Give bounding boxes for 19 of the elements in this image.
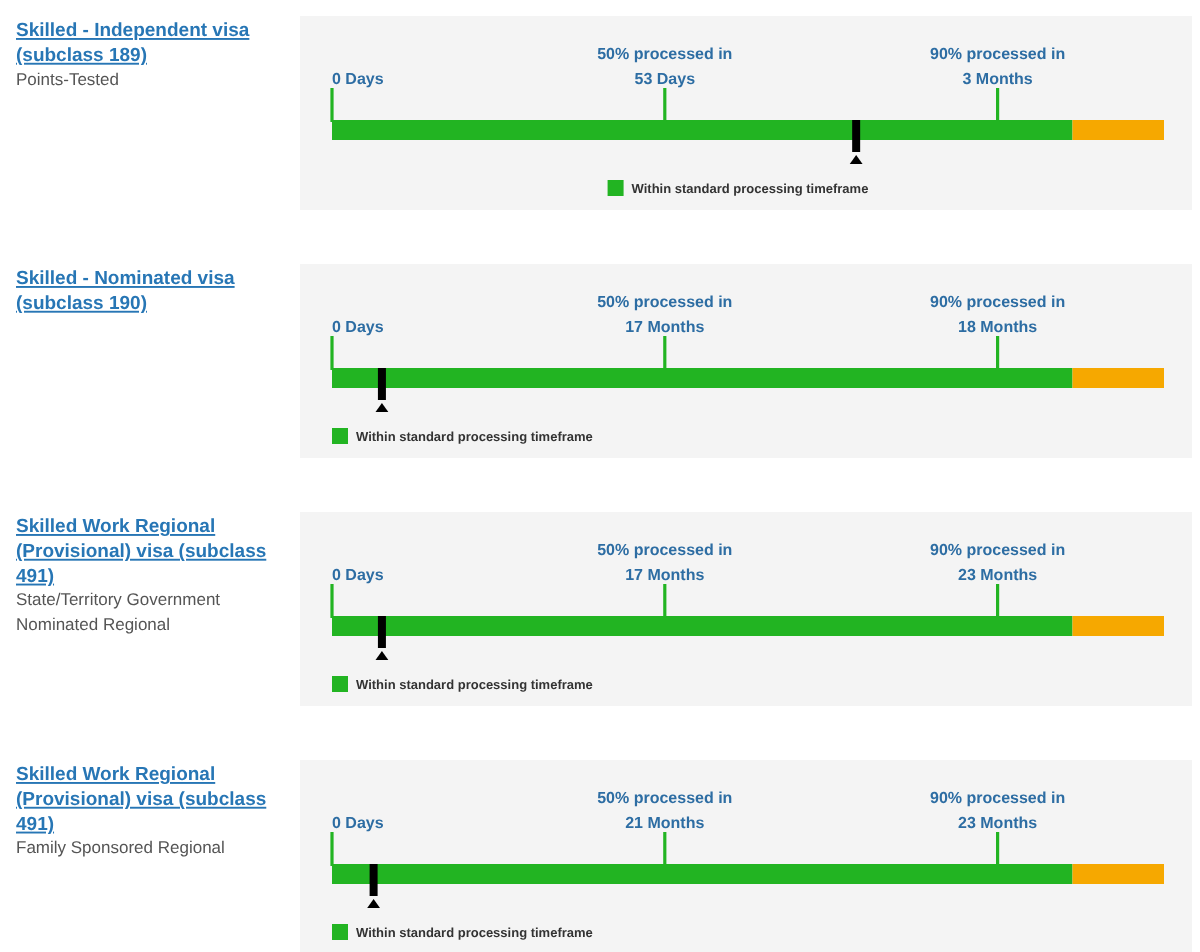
ref-line-label: 50% processed in 53 Days: [597, 45, 733, 88]
text: Skilled Work Regional (Provisional) visa (subclass 491): [16, 764, 267, 836]
ref-line-label: 0 Days: [332, 318, 385, 336]
text: Skilled - Nominated visa (subclass 190): [16, 268, 236, 315]
ref-line-label: 50% processed in 21 Months: [597, 789, 733, 832]
ref-line-label: 50% processed in 17 Months: [597, 541, 733, 584]
ref-line-label: 0 Days: [332, 70, 385, 88]
ref-line-label: 0 Days: [332, 814, 385, 832]
text: Points-Tested: [16, 68, 120, 89]
text: Family Sponsored Regional: [16, 837, 226, 858]
text: Skilled - Independent visa (subclass 189): [16, 20, 251, 67]
ref-line-label: 90% processed in 3 Months: [930, 45, 1066, 88]
ref-line-label: 90% processed in 23 Months: [930, 789, 1066, 832]
ref-line-label: 90% processed in 18 Months: [930, 293, 1066, 336]
text: State/Territory Government Nominated Regional: [16, 589, 222, 634]
ref-line-label: 50% processed in 17 Months: [597, 293, 733, 336]
text: Skilled Work Regional (Provisional) visa (subclass 491): [16, 516, 267, 588]
ref-line-label: 0 Days: [332, 566, 385, 584]
ref-line-label: 90% processed in 23 Months: [930, 541, 1066, 584]
